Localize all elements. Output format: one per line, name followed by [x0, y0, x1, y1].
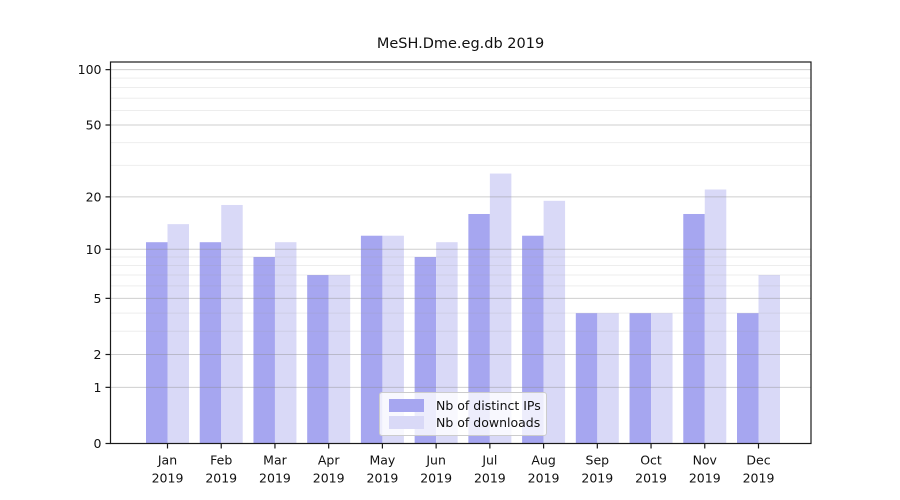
x-tick-label-year: 2019	[689, 471, 721, 486]
bar-distinct-ips	[253, 256, 275, 444]
bar-downloads	[221, 204, 243, 444]
x-tick-label-month: Jan	[157, 453, 177, 468]
x-tick-label-month: Oct	[640, 453, 662, 468]
legend-swatch-downloads	[389, 416, 424, 429]
bar-downloads	[543, 200, 566, 444]
y-tick-label: 50	[86, 117, 102, 132]
x-tick-label-month: Jun	[425, 453, 446, 468]
bar-downloads	[167, 224, 189, 444]
y-tick-label: 100	[78, 62, 102, 77]
legend-label-downloads: Nb of downloads	[436, 415, 541, 430]
chart-title: MeSH.Dme.eg.db 2019	[376, 36, 545, 52]
plot-border	[109, 61, 812, 445]
legend-row-downloads: Nb of downloads	[389, 414, 541, 431]
x-tick-label-month: Jul	[481, 453, 497, 468]
y-tick-label: 10	[86, 242, 102, 257]
bar-distinct-ips	[575, 313, 598, 444]
x-tick-label-month: Mar	[263, 453, 287, 468]
x-tick-label-year: 2019	[528, 471, 560, 486]
bar-distinct-ips	[683, 213, 705, 444]
y-tick-label: 0	[94, 436, 102, 451]
bar-downloads	[328, 275, 351, 444]
x-tick-label-year: 2019	[743, 471, 775, 486]
bar-downloads	[758, 275, 780, 444]
x-tick-label-month: Feb	[210, 453, 232, 468]
bar-distinct-ips	[522, 235, 544, 444]
bar-downloads	[274, 242, 297, 444]
y-tick-label: 5	[94, 291, 102, 306]
bar-distinct-ips	[737, 313, 759, 444]
y-tick-label: 1	[94, 380, 102, 395]
bar-distinct-ips	[307, 275, 329, 444]
x-tick-label-month: Dec	[746, 453, 770, 468]
y-tick-label: 2	[94, 347, 102, 362]
bar-distinct-ips	[199, 242, 222, 444]
x-tick-label-month: Aug	[531, 453, 555, 468]
bar-downloads	[382, 235, 404, 444]
x-tick-label-year: 2019	[367, 471, 399, 486]
bar-distinct-ips	[146, 242, 168, 444]
x-tick-label-year: 2019	[152, 471, 184, 486]
bar-downloads	[489, 173, 512, 444]
x-tick-label-month: Nov	[693, 453, 718, 468]
legend-swatch-distinct-ips	[389, 399, 424, 412]
x-tick-label-month: Apr	[318, 453, 340, 468]
x-tick-label-year: 2019	[474, 471, 506, 486]
x-tick-label-year: 2019	[420, 471, 452, 486]
x-tick-label-year: 2019	[635, 471, 667, 486]
legend-label-distinct-ips: Nb of distinct IPs	[436, 398, 541, 413]
x-tick-label-year: 2019	[205, 471, 237, 486]
x-tick-label-year: 2019	[581, 471, 613, 486]
x-tick-label-year: 2019	[259, 471, 291, 486]
x-tick-label-year: 2019	[313, 471, 345, 486]
legend-row-distinct-ips: Nb of distinct IPs	[389, 397, 541, 414]
bar-downloads	[704, 189, 727, 444]
x-tick-label-month: May	[369, 453, 395, 468]
x-tick-label-month: Sep	[586, 453, 610, 468]
bar-downloads	[651, 313, 673, 444]
bar-distinct-ips	[468, 213, 490, 444]
bar-distinct-ips	[360, 235, 383, 444]
bar-downloads	[597, 313, 619, 444]
bar-distinct-ips	[629, 313, 652, 444]
legend: Nb of distinct IPs Nb of downloads	[379, 392, 547, 436]
y-tick-label: 20	[86, 189, 102, 204]
